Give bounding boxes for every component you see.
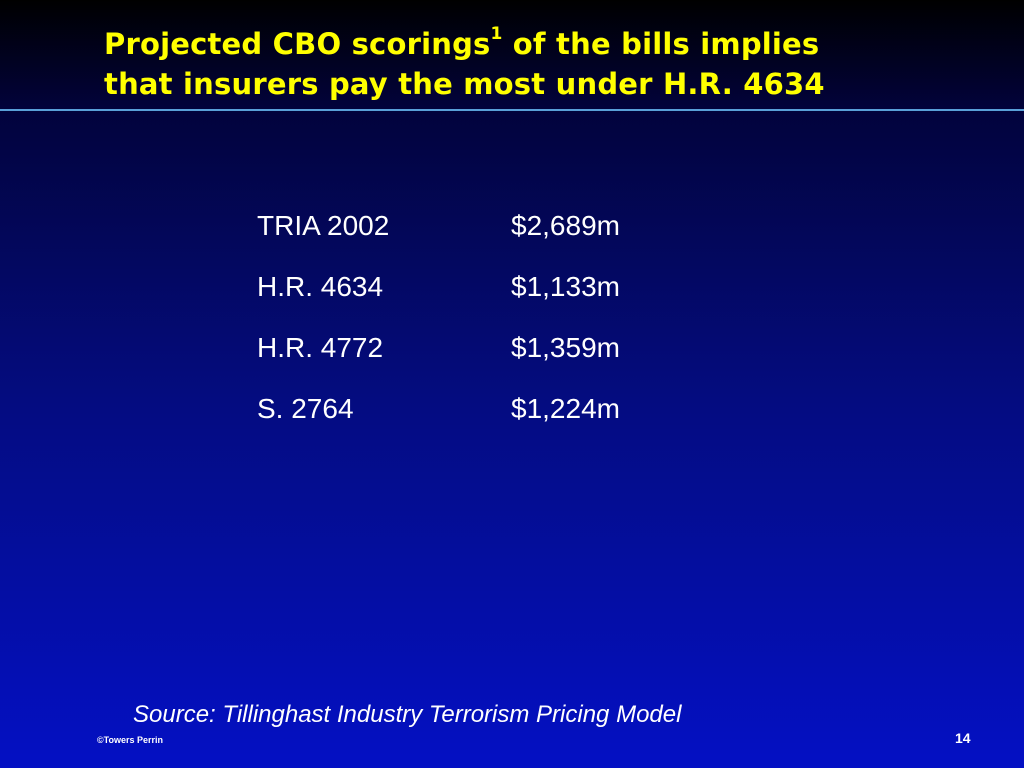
slide-title: Projected CBO scorings1 of the bills imp… xyxy=(104,24,1004,104)
page-number: 14 xyxy=(955,730,971,746)
bill-cost: $2,689m xyxy=(511,210,620,241)
copyright-notice: ©Towers Perrin xyxy=(97,735,163,745)
source-note: Source: Tillinghast Industry Terrorism P… xyxy=(133,701,682,728)
bill-cost: $1,224m xyxy=(511,393,620,424)
bill-name: H.R. 4634 xyxy=(257,271,384,302)
title-main: Projected CBO scorings xyxy=(104,27,491,61)
bill-name: TRIA 2002 xyxy=(257,210,390,241)
title-divider xyxy=(0,109,1024,111)
title-rest: of the bills implies xyxy=(502,27,820,61)
title-bar: Projected CBO scorings1 of the bills imp… xyxy=(0,0,1024,109)
bill-name: H.R. 4772 xyxy=(257,332,384,363)
footnote-marker: 1 xyxy=(490,24,503,45)
title-line-2: that insurers pay the most under H.R. 46… xyxy=(104,67,825,101)
bill-cost: $1,359m xyxy=(511,332,620,363)
bill-name: S. 2764 xyxy=(257,393,354,424)
bill-cost: $1,133m xyxy=(511,271,620,302)
